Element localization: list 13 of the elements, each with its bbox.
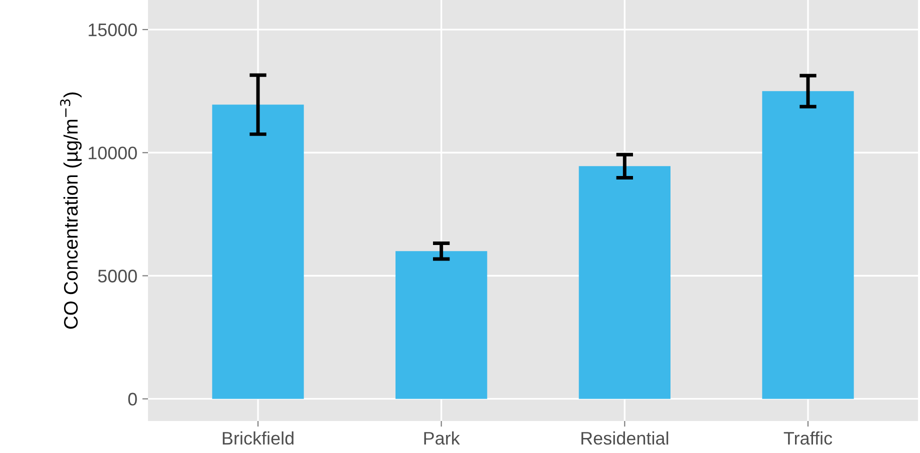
x-tick-label: Brickfield (222, 431, 294, 445)
bar (762, 91, 854, 399)
y-tick-label: 0 (128, 392, 137, 406)
y-tick-label: 5000 (98, 270, 137, 282)
x-tick-label: Residential (581, 431, 668, 445)
x-tick-label: Traffic (784, 431, 832, 445)
y-axis-title: CO Concentration (µg/m$^{−3}$) (60, 92, 82, 329)
bar (396, 251, 488, 399)
y-tick-label: 10000 (88, 146, 137, 160)
y-tick-label: 15000 (88, 23, 137, 36)
bar (212, 104, 304, 399)
bar (578, 166, 670, 399)
x-tick-label: Park (424, 431, 460, 445)
